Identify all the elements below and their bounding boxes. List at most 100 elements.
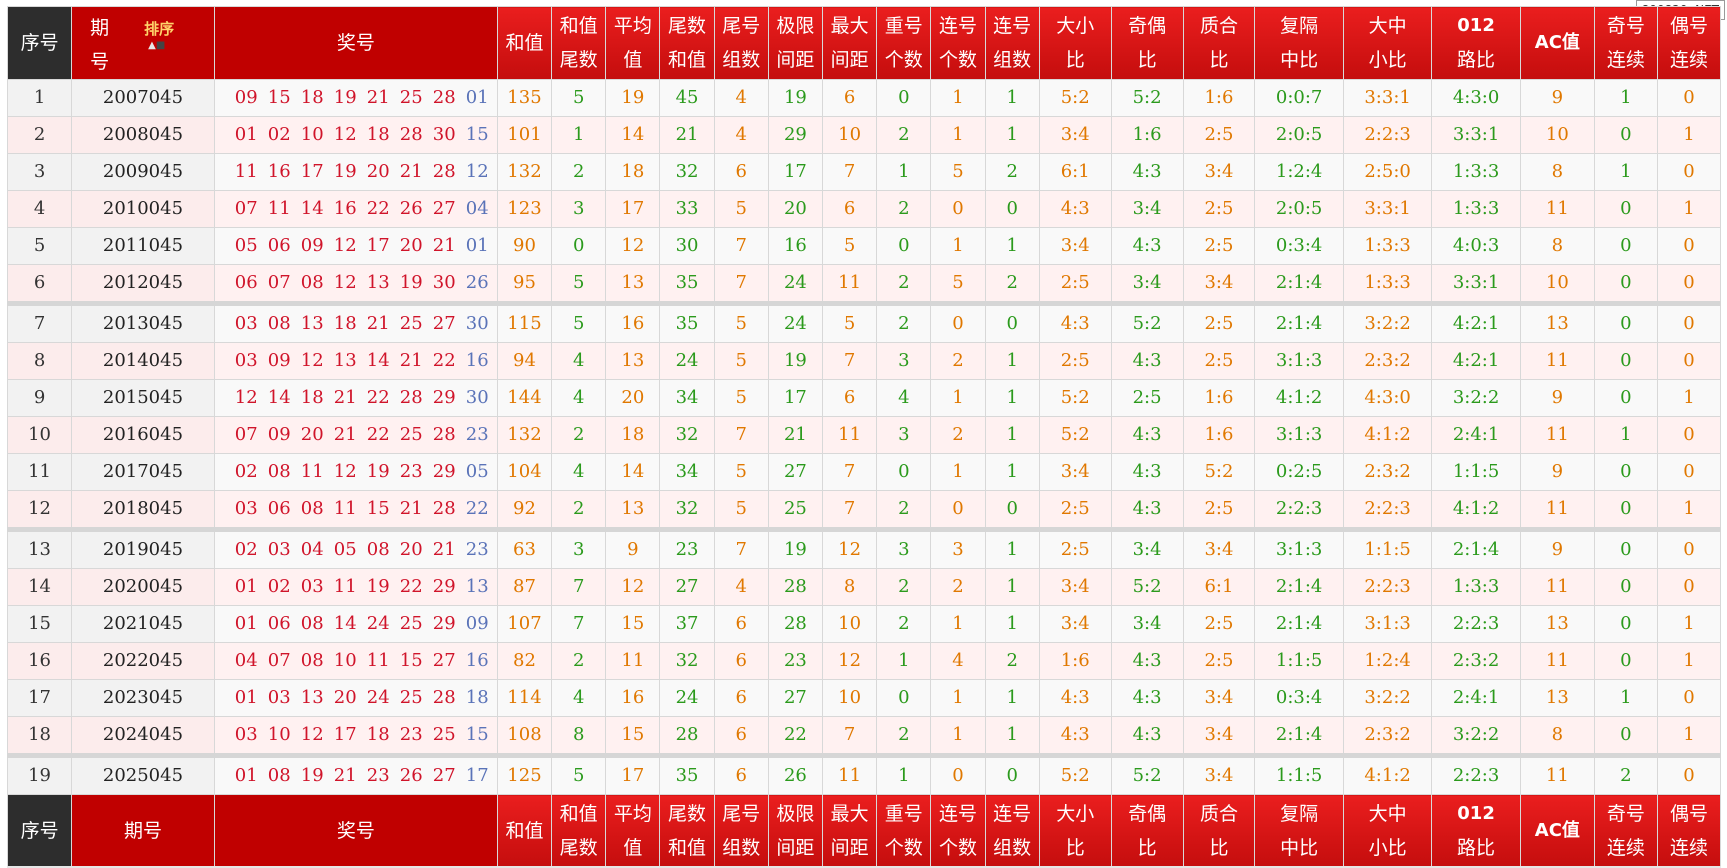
- repeat-count-cell: 2: [876, 716, 932, 756]
- repeat-gap-mid-ratio-cell: 0:0:7: [1254, 79, 1344, 117]
- max-gap-cell: 7: [822, 490, 878, 530]
- consecutive-count-cell: 5: [930, 264, 986, 304]
- even-consecutive-cell: 1: [1656, 490, 1722, 530]
- footer-col-sum-tail: 和值 尾数: [551, 794, 607, 868]
- table-body: 1 2007045 09 15 18 19 21 25 28 01 135 5 19 45 4 19 6 0 1 1 5…: [6, 79, 1722, 795]
- repeat-gap-mid-ratio-cell: 0:2:5: [1254, 453, 1344, 491]
- blue-ball-number: 04: [465, 198, 489, 219]
- odd-consecutive-cell: 2: [1593, 753, 1658, 795]
- winning-numbers: 07 09 20 21 22 25 28 23: [213, 416, 498, 454]
- extreme-span-cell: 21: [767, 416, 824, 454]
- even-consecutive-cell: 0: [1656, 527, 1722, 569]
- winning-numbers: 01 08 19 21 23 26 27 17: [213, 753, 498, 795]
- red-ball-number: 26: [399, 198, 423, 219]
- red-ball-number: 08: [300, 272, 324, 293]
- table-row: 16 2022045 04 07 08 10 11 15 27 16 82 2 11 32 6 23 12 1 4 2…: [6, 642, 1722, 680]
- red-ball-number: 29: [432, 461, 456, 482]
- route-012-ratio-cell: 2:4:1: [1431, 416, 1521, 454]
- ac-value-cell: 9: [1519, 527, 1595, 569]
- big-small-ratio-cell: 4:3: [1038, 716, 1112, 756]
- big-mid-small-ratio-cell: 2:2:3: [1342, 116, 1433, 154]
- even-consecutive-cell: 0: [1656, 753, 1722, 795]
- tail-groups-cell: 5: [713, 301, 769, 343]
- prime-composite-ratio-cell: 2:5: [1182, 190, 1256, 228]
- extreme-span-cell: 19: [767, 342, 824, 380]
- extreme-span-cell: 26: [767, 753, 824, 795]
- average-cell: 11: [605, 642, 661, 680]
- col-header-tail-groups: 尾号 组数: [713, 6, 769, 80]
- consecutive-count-cell: 1: [930, 116, 986, 154]
- consecutive-count-cell: 2: [930, 416, 986, 454]
- odd-even-ratio-cell: 4:3: [1110, 642, 1184, 680]
- sum-cell: 132: [496, 416, 553, 454]
- red-ball-number: 25: [399, 687, 423, 708]
- red-ball-number: 21: [432, 539, 456, 560]
- extreme-span-cell: 17: [767, 379, 824, 417]
- red-ball-number: 09: [234, 87, 258, 108]
- sort-arrows-icon[interactable]: ▲■: [148, 40, 166, 51]
- blue-ball-number: 23: [465, 424, 489, 445]
- red-ball-number: 08: [267, 765, 291, 786]
- table-row: 7 2013045 03 08 13 18 21 25 27 30 115 5 16 35 5 24 5 2 0 0 4…: [6, 301, 1722, 343]
- repeat-gap-mid-ratio-cell: 2:1:4: [1254, 301, 1344, 343]
- footer-col-ac-value: AC值: [1519, 794, 1595, 868]
- col-header-tail-sum: 尾数 和值: [659, 6, 715, 80]
- sort-button[interactable]: 排序: [144, 20, 175, 38]
- sum-tail-cell: 3: [551, 527, 607, 569]
- sum-tail-cell: 4: [551, 342, 607, 380]
- winning-numbers: 04 07 08 10 11 15 27 16: [213, 642, 498, 680]
- red-ball-number: 28: [432, 687, 456, 708]
- route-012-ratio-cell: 1:3:3: [1431, 568, 1521, 606]
- max-gap-cell: 11: [822, 753, 878, 795]
- big-small-ratio-cell: 3:4: [1038, 227, 1112, 265]
- col-header-issue[interactable]: 期 号 排序 ▲■: [71, 6, 215, 80]
- col-header-consecutive-count: 连号 个数: [930, 6, 986, 80]
- red-ball-number: 30: [432, 272, 456, 293]
- red-ball-number: 10: [267, 724, 291, 745]
- route-012-ratio-cell: 2:4:1: [1431, 679, 1521, 717]
- consecutive-groups-cell: 1: [984, 527, 1040, 569]
- table-row: 13 2019045 02 03 04 05 08 20 21 23 63 3 9 23 7 19 12 3 3 1 2…: [6, 527, 1722, 569]
- tail-sum-cell: 32: [659, 642, 715, 680]
- odd-consecutive-cell: 0: [1593, 568, 1658, 606]
- odd-consecutive-cell: 0: [1593, 716, 1658, 756]
- ac-value-cell: 11: [1519, 568, 1595, 606]
- red-ball-number: 15: [366, 498, 390, 519]
- blue-ball-number: 09: [465, 613, 489, 634]
- red-ball-number: 04: [234, 650, 258, 671]
- sum-tail-cell: 5: [551, 753, 607, 795]
- red-ball-number: 05: [333, 539, 357, 560]
- red-ball-number: 17: [333, 724, 357, 745]
- consecutive-count-cell: 0: [930, 490, 986, 530]
- max-gap-cell: 7: [822, 716, 878, 756]
- big-small-ratio-cell: 2:5: [1038, 490, 1112, 530]
- row-index: 17: [6, 679, 73, 717]
- sum-cell: 101: [496, 116, 553, 154]
- big-small-ratio-cell: 5:2: [1038, 416, 1112, 454]
- big-mid-small-ratio-cell: 2:2:3: [1342, 568, 1433, 606]
- col-header-extreme-span: 极限 间距: [767, 6, 824, 80]
- average-cell: 15: [605, 716, 661, 756]
- col-header-consecutive-groups: 连号 组数: [984, 6, 1040, 80]
- even-consecutive-cell: 0: [1656, 301, 1722, 343]
- issue-number: 2023045: [71, 679, 215, 717]
- red-ball-number: 01: [234, 124, 258, 145]
- red-ball-number: 20: [366, 161, 390, 182]
- red-ball-number: 09: [267, 350, 291, 371]
- repeat-count-cell: 1: [876, 753, 932, 795]
- big-mid-small-ratio-cell: 3:2:2: [1342, 301, 1433, 343]
- issue-number: 2020045: [71, 568, 215, 606]
- max-gap-cell: 8: [822, 568, 878, 606]
- extreme-span-cell: 24: [767, 264, 824, 304]
- col-header-even-consecutive: 偶号 连续: [1656, 6, 1722, 80]
- footer-col-repeat-count: 重号 个数: [876, 794, 932, 868]
- red-ball-number: 14: [366, 350, 390, 371]
- consecutive-groups-cell: 1: [984, 453, 1040, 491]
- red-ball-number: 14: [333, 613, 357, 634]
- odd-even-ratio-cell: 4:3: [1110, 153, 1184, 191]
- footer-col-big-mid-small-ratio: 大中 小比: [1342, 794, 1433, 868]
- row-index: 15: [6, 605, 73, 643]
- footer-header-row: 序号 期号 奖号 和值 和值 尾数 平均值尾数 和值 尾号 组数 极限 间距 最大 间距 重号 个数 连号…: [6, 794, 1722, 868]
- blue-ball-number: 01: [465, 87, 489, 108]
- col-header-odd-even-ratio: 奇偶比: [1110, 6, 1184, 80]
